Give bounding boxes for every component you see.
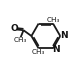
Text: N: N xyxy=(60,31,67,40)
Text: N: N xyxy=(52,45,60,54)
Text: CH₃: CH₃ xyxy=(13,37,27,43)
Text: CH₃: CH₃ xyxy=(47,17,60,23)
Text: CH₃: CH₃ xyxy=(32,49,45,55)
Text: O: O xyxy=(11,24,19,33)
